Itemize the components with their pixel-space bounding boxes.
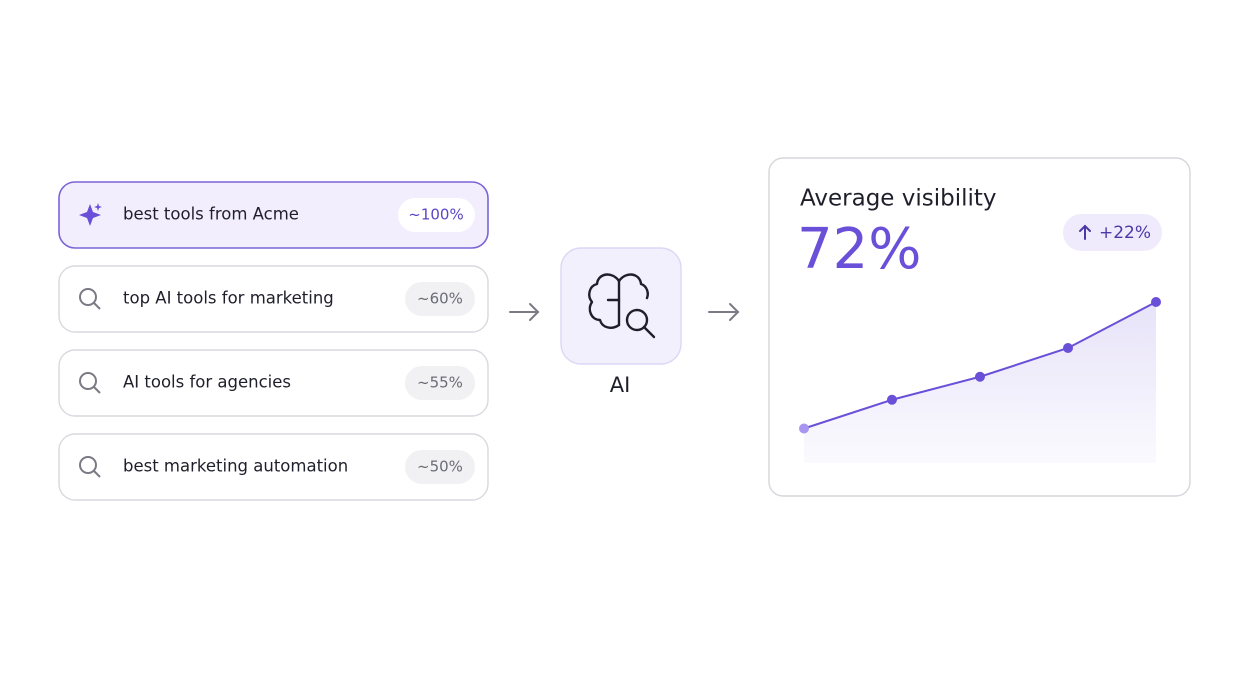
brain-icon [588, 273, 656, 339]
point [1063, 343, 1073, 353]
query-box [58, 433, 489, 501]
query-row[interactable]: top AI tools for marketing ~60% [58, 265, 489, 333]
arrow [708, 303, 740, 321]
share-pill [398, 198, 475, 232]
share-pill [405, 282, 475, 316]
share-text: ~55% [417, 374, 463, 392]
point [887, 394, 897, 405]
ai-box [560, 247, 682, 365]
up-arrow [1079, 224, 1091, 240]
share-text: ~100% [408, 206, 463, 224]
card-title: Average visibility [800, 186, 997, 212]
sparkle-icon [79, 203, 102, 226]
point [1151, 297, 1161, 307]
share-text: ~60% [417, 290, 463, 308]
point [975, 371, 985, 382]
query-text: AI tools for agencies [123, 373, 291, 392]
visibility-chart [799, 297, 1161, 463]
query-row[interactable]: best marketing automation ~50% [58, 433, 489, 501]
query-row[interactable]: best tools from Acme ~100% [58, 181, 489, 249]
query-box [58, 349, 489, 417]
query-box [58, 181, 489, 249]
query-box [58, 265, 489, 333]
area [804, 302, 1156, 463]
search-icon [79, 288, 101, 310]
arrow [509, 303, 540, 321]
share-pill [405, 366, 475, 400]
search-icon [79, 456, 101, 478]
change-text: +22% [1099, 223, 1151, 243]
query-text: top AI tools for marketing [123, 289, 334, 308]
ai-label: AI [610, 373, 631, 397]
change-badge [1063, 214, 1162, 251]
query-row[interactable]: AI tools for agencies ~55% [58, 349, 489, 417]
card-value: 72% [797, 217, 921, 282]
point [799, 423, 809, 434]
query-text: best tools from Acme [123, 205, 299, 224]
search-icon [79, 372, 101, 394]
share-pill [405, 450, 475, 484]
query-text: best marketing automation [123, 457, 348, 476]
share-text: ~50% [417, 458, 463, 476]
